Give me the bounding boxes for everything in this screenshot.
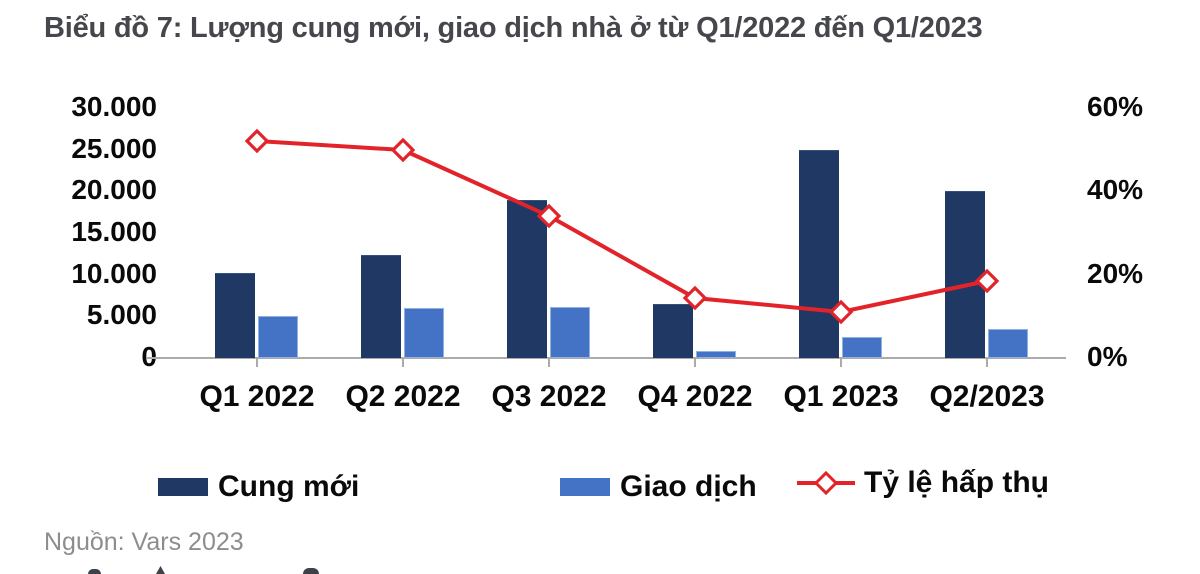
legend-item-cung-moi: Cung mới xyxy=(158,470,359,504)
legend-item-ty-le-hap-thu: Tỷ lệ hấp thụ xyxy=(795,466,1049,500)
x-axis-category-label: Q3 2022 xyxy=(491,380,607,413)
bar-cung-moi-Q3-2022 xyxy=(507,200,547,358)
x-axis-tick xyxy=(694,358,696,367)
bar-giao-dich-Q1-2023 xyxy=(842,337,882,358)
bar-giao-dich-Q3-2022 xyxy=(550,307,590,358)
left-axis-tick-label: 25.000 xyxy=(71,132,157,164)
bar-giao-dich-Q1-2022 xyxy=(258,316,298,358)
x-axis-category-label: Q2/2023 xyxy=(929,380,1045,413)
right-axis-tick-label: 0% xyxy=(1087,341,1128,372)
x-axis-tick xyxy=(840,358,842,367)
legend-swatch-cung-moi xyxy=(158,478,208,496)
x-axis-category-label: Q1 2022 xyxy=(199,380,315,413)
left-axis-tick-label: 5.000 xyxy=(86,299,157,331)
right-axis-tick-label: 60% xyxy=(1087,91,1144,122)
legend-swatch-giao-dich xyxy=(560,478,610,496)
legend-item-giao-dich: Giao dịch xyxy=(560,470,757,504)
bar-giao-dich-Q2-2022 xyxy=(404,308,444,358)
left-axis-tick-label: 0 xyxy=(27,341,157,373)
chart-title: Biểu đồ 7: Lượng cung mới, giao dịch nhà… xyxy=(44,12,983,44)
bar-cung-moi-Q4-2022 xyxy=(653,304,693,358)
left-axis-tick-label: 15.000 xyxy=(71,216,157,247)
x-axis-category-label: Q4 2022 xyxy=(637,380,753,413)
x-axis-category-label: Q2 2022 xyxy=(345,380,461,413)
clipped-text-fragment xyxy=(88,569,101,574)
x-axis-tick xyxy=(256,358,258,367)
bar-giao-dich-Q2-2023 xyxy=(988,329,1028,358)
bar-cung-moi-Q1-2023 xyxy=(799,150,839,358)
left-axis-tick-label: 20.000 xyxy=(71,174,157,206)
bar-cung-moi-Q2-2023 xyxy=(945,191,985,358)
legend-label-cung-moi: Cung mới xyxy=(218,470,360,503)
bar-cung-moi-Q1-2022 xyxy=(215,273,255,358)
x-axis-tick xyxy=(986,358,988,367)
absorption-marker-Q1-2022 xyxy=(244,128,270,154)
clipped-text-fragment xyxy=(156,566,165,574)
x-axis-line xyxy=(147,357,1066,359)
bar-giao-dich-Q4-2022 xyxy=(696,351,736,358)
x-axis-tick xyxy=(548,358,550,367)
left-axis-tick-label: 10.000 xyxy=(71,257,157,289)
absorption-marker-Q2-2022 xyxy=(390,137,416,163)
legend-label-ty-le-hap-thu: Tỷ lệ hấp thụ xyxy=(864,466,1050,499)
x-axis-tick xyxy=(402,358,404,367)
source-caption: Nguồn: Vars 2023 xyxy=(44,528,244,556)
left-axis-tick-label: 30.000 xyxy=(71,91,157,122)
right-axis-tick-label: 40% xyxy=(1087,174,1144,206)
bar-cung-moi-Q2-2022 xyxy=(361,255,401,358)
legend-label-giao-dich: Giao dịch xyxy=(620,470,757,503)
x-axis-category-label: Q1 2023 xyxy=(783,380,899,413)
clipped-text-fragment xyxy=(303,568,319,574)
legend-line-marker-icon xyxy=(797,470,855,496)
right-axis-tick-label: 20% xyxy=(1087,257,1144,289)
